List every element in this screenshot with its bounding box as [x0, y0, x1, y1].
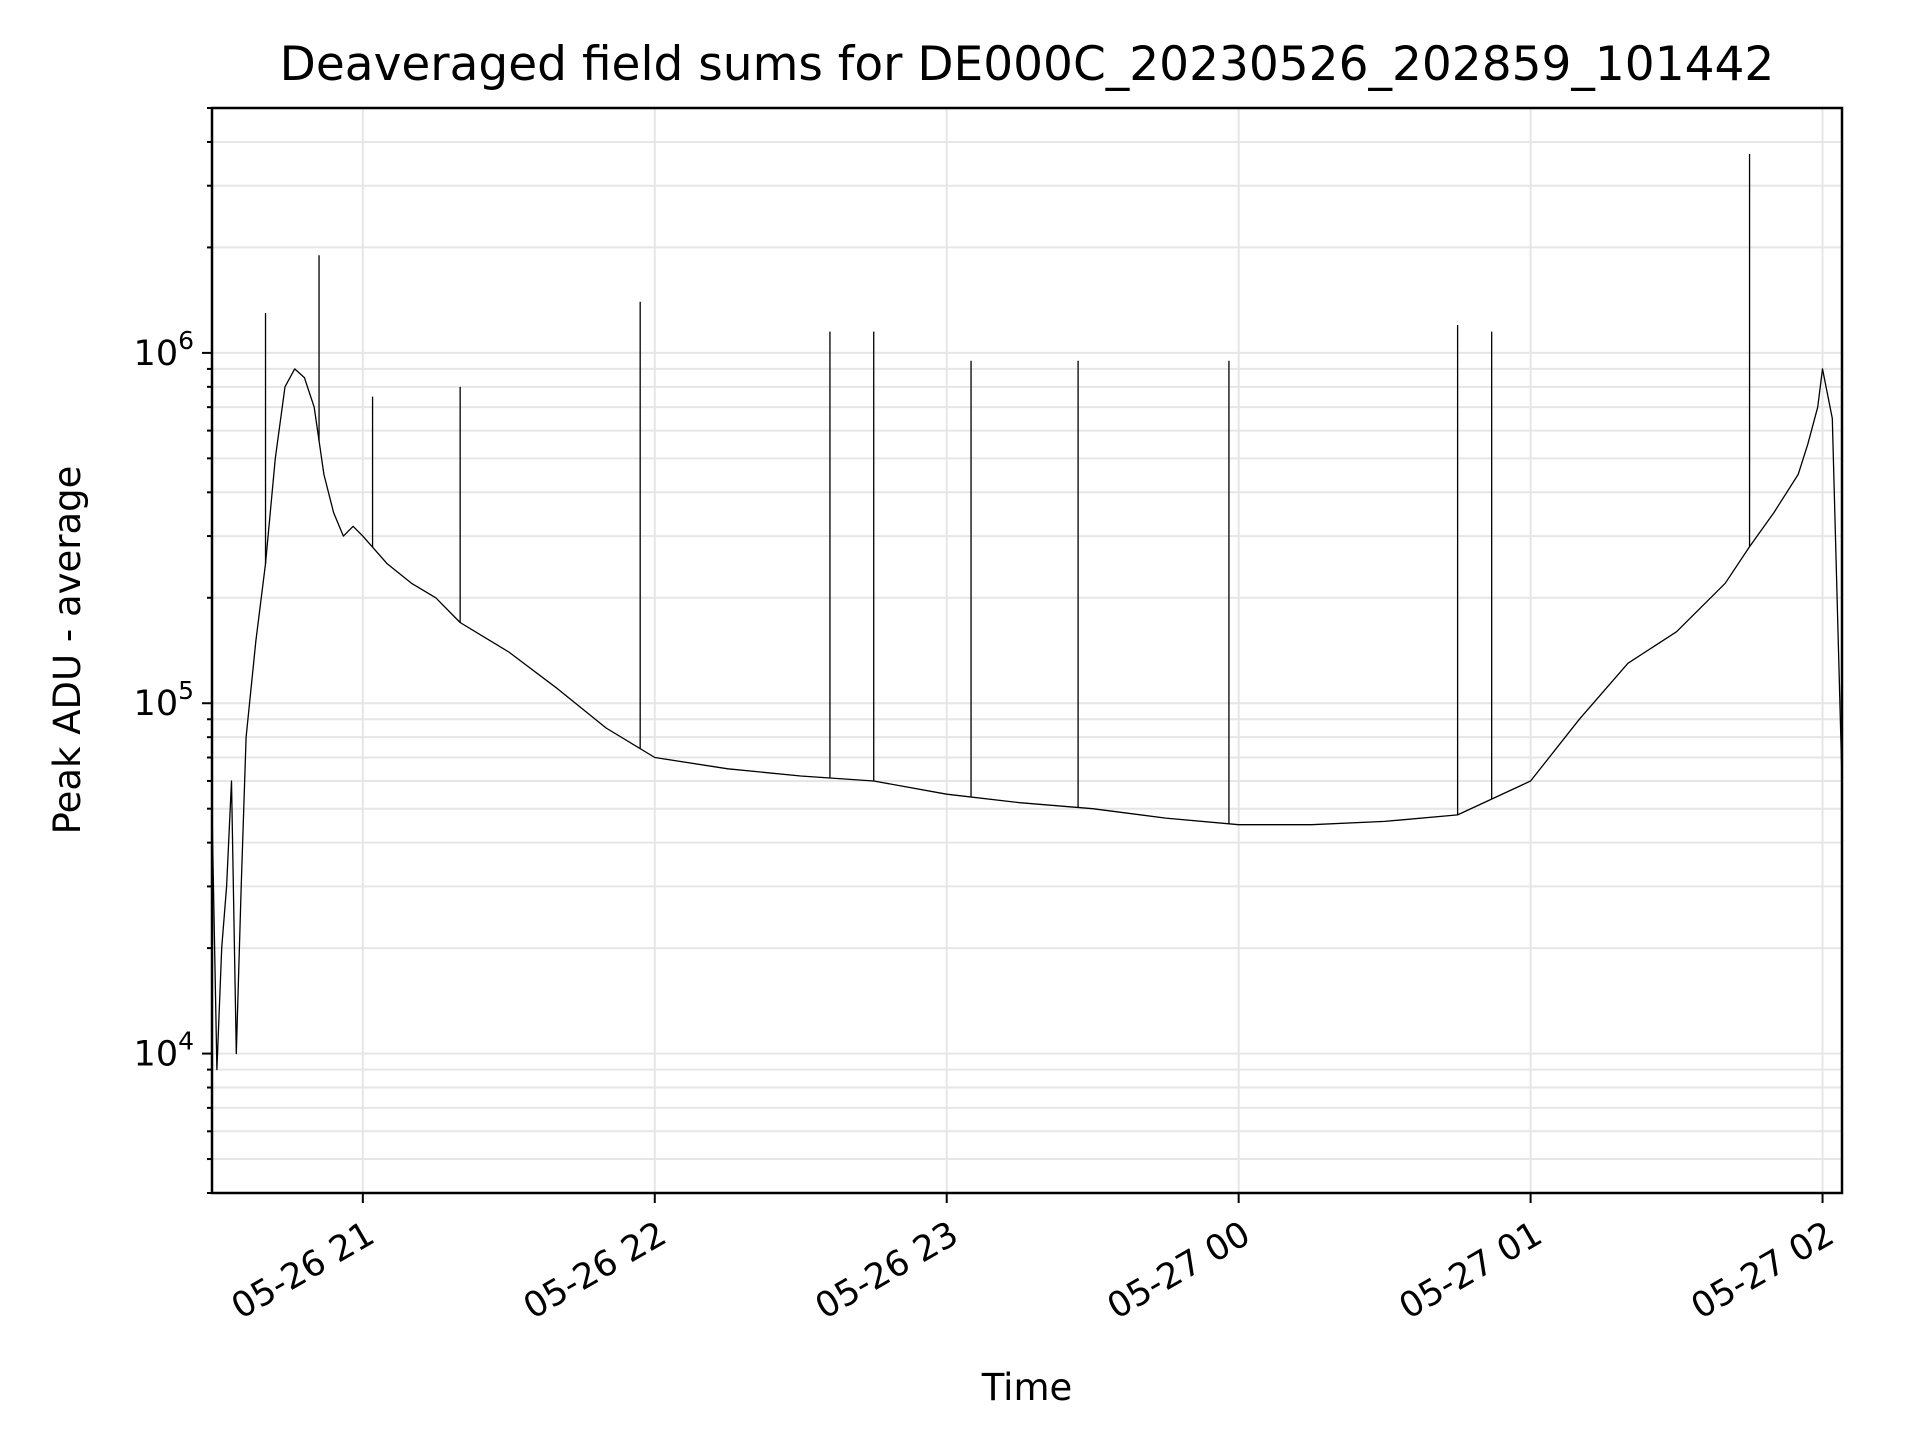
plot-frame: [210, 106, 1844, 1195]
series-line: [211, 368, 1843, 1071]
y-tick-exponent: 5: [178, 676, 194, 705]
grid-lines: [212, 107, 1842, 1194]
series-layer: [211, 153, 1843, 1071]
y-tick-base: 10: [134, 684, 179, 724]
y-tick-exponent: 4: [178, 1027, 194, 1056]
y-tick-base: 10: [134, 1035, 179, 1075]
chart-title: Deaveraged field sums for DE000C_2023052…: [280, 37, 1775, 92]
y-tick-base: 10: [134, 334, 179, 374]
y-tick-label: 106: [134, 326, 194, 374]
y-tick-label: 105: [134, 676, 194, 724]
y-tick-label: 104: [134, 1027, 194, 1075]
y-tick-exponent: 6: [178, 326, 194, 355]
x-axis-label: Time: [981, 1366, 1073, 1409]
y-axis-label: Peak ADU - average: [46, 466, 89, 835]
